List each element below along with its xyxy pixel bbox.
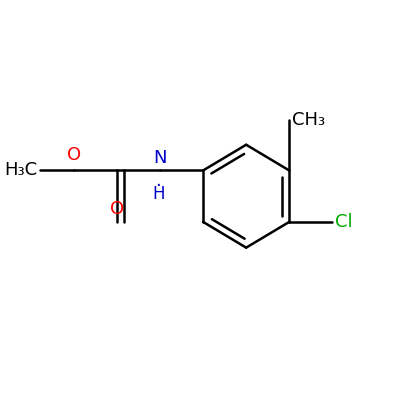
Text: N: N: [153, 150, 167, 168]
Text: Cl: Cl: [335, 213, 353, 231]
Text: ·: ·: [155, 177, 161, 195]
Text: O: O: [110, 200, 124, 218]
Text: CH₃: CH₃: [292, 110, 326, 128]
Text: H: H: [152, 185, 164, 203]
Text: H₃C: H₃C: [4, 162, 37, 180]
Text: O: O: [67, 146, 81, 164]
